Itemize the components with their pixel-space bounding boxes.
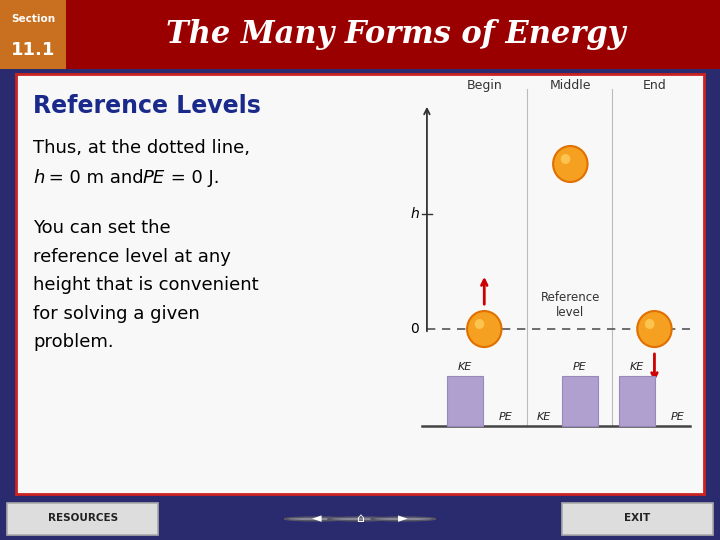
- Text: = 0 m and: = 0 m and: [42, 169, 149, 187]
- Text: 0: 0: [410, 322, 419, 336]
- Text: End: End: [642, 79, 666, 92]
- Text: h: h: [33, 169, 45, 187]
- Text: 11.1: 11.1: [11, 40, 55, 59]
- Circle shape: [474, 319, 485, 329]
- Text: ►: ►: [398, 512, 408, 525]
- Circle shape: [637, 311, 672, 347]
- Text: ◄: ◄: [312, 512, 322, 525]
- Text: Reference: Reference: [541, 291, 600, 304]
- Text: KE: KE: [536, 412, 551, 422]
- Bar: [0, 0, 66, 69]
- Circle shape: [284, 517, 349, 521]
- Text: ⌂: ⌂: [356, 512, 364, 525]
- Text: Thus, at the dotted line,: Thus, at the dotted line,: [33, 139, 250, 157]
- Circle shape: [371, 517, 436, 521]
- Text: Reference Levels: Reference Levels: [33, 94, 261, 118]
- Text: h: h: [410, 207, 419, 221]
- Bar: [562, 503, 713, 535]
- Text: PE: PE: [498, 412, 512, 422]
- Circle shape: [561, 154, 570, 164]
- Circle shape: [553, 146, 588, 182]
- Text: KE: KE: [630, 362, 644, 372]
- Bar: [562, 376, 598, 426]
- Text: The Many Forms of Energy: The Many Forms of Energy: [166, 19, 626, 50]
- Text: Middle: Middle: [549, 79, 591, 92]
- Text: You can set the
reference level at any
height that is convenient
for solving a g: You can set the reference level at any h…: [33, 219, 258, 351]
- Text: = 0 J.: = 0 J.: [165, 169, 220, 187]
- Text: level: level: [556, 306, 585, 319]
- Bar: [619, 376, 655, 426]
- Text: EXIT: EXIT: [624, 513, 650, 523]
- Text: RESOURCES: RESOURCES: [48, 513, 118, 523]
- Text: PE: PE: [573, 362, 587, 372]
- Text: KE: KE: [458, 362, 472, 372]
- Text: Section: Section: [11, 15, 55, 24]
- Bar: [7, 503, 158, 535]
- Text: Begin: Begin: [467, 79, 502, 92]
- Text: PE: PE: [142, 169, 164, 187]
- Circle shape: [645, 319, 654, 329]
- Circle shape: [467, 311, 502, 347]
- Text: PE: PE: [670, 412, 684, 422]
- Circle shape: [328, 517, 392, 521]
- Bar: [447, 376, 483, 426]
